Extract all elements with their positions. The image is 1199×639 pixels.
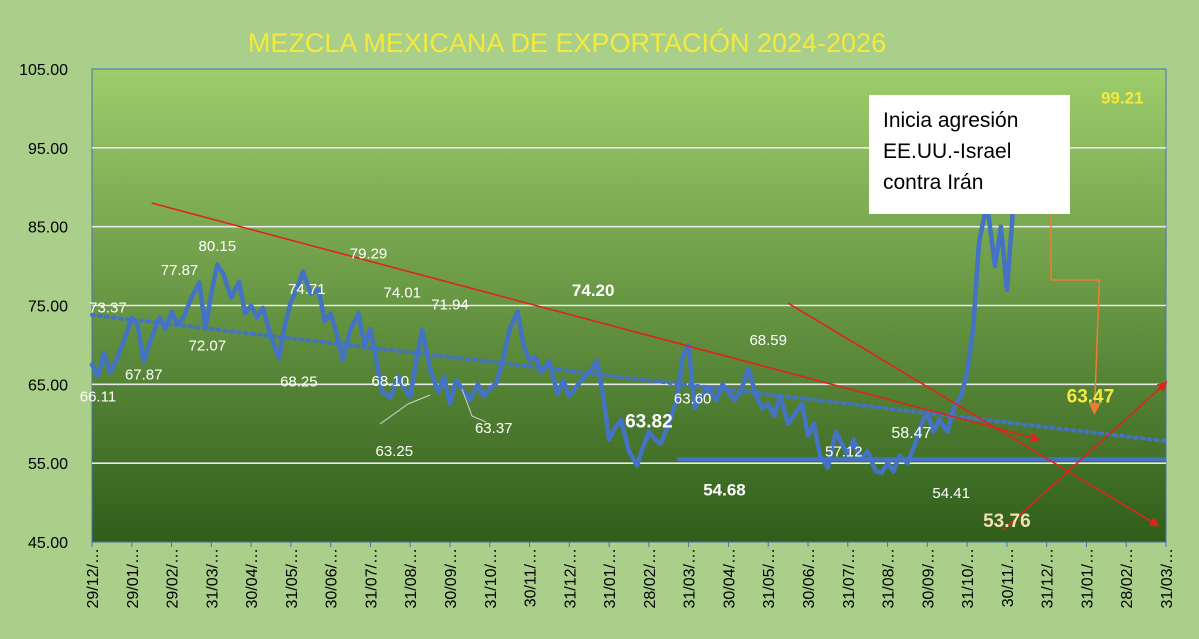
series-layer xyxy=(89,112,1168,475)
x-tick-label: 31/10/… xyxy=(483,548,500,608)
x-tick-label: 30/11/… xyxy=(523,548,540,607)
price-series-line xyxy=(89,112,1043,475)
x-tick-label: 30/04/… xyxy=(721,548,738,608)
x-tick-label: 28/02/… xyxy=(642,548,659,608)
data-label: 77.87 xyxy=(161,262,199,279)
data-label: 99.21 xyxy=(1101,89,1144,108)
y-tick-label: 65.00 xyxy=(28,377,68,394)
data-label: 66.11 xyxy=(80,389,116,406)
x-tick-label: 30/06/… xyxy=(801,548,818,608)
chart-title: MEZCLA MEXICANA DE EXPORTACIÓN 2024-2026 xyxy=(248,27,886,58)
x-tick-label: 31/05/… xyxy=(284,548,301,608)
data-label: 63.37 xyxy=(475,420,513,437)
x-tick-label: 29/01/… xyxy=(125,548,142,608)
x-tick-label: 30/04/… xyxy=(244,548,261,608)
x-tick-label: 31/08/… xyxy=(403,548,420,608)
x-tick-label: 31/08/… xyxy=(881,548,898,608)
data-label: 57.12 xyxy=(825,443,863,460)
data-label: 71.94 xyxy=(431,297,469,314)
data-label: 68.10 xyxy=(372,373,410,390)
red-trend-arrow xyxy=(151,202,1041,443)
x-tick-label: 31/05/… xyxy=(761,548,778,608)
y-tick-label: 75.00 xyxy=(28,299,68,316)
data-label: 68.59 xyxy=(749,332,787,349)
x-tick-label: 31/01/… xyxy=(1079,548,1096,608)
x-tick-label: 29/02/… xyxy=(165,548,182,608)
x-tick-label: 31/07/… xyxy=(841,548,858,608)
annotation-box: Inicia agresión EE.UU.-Israel contra Irá… xyxy=(869,95,1070,214)
y-tick-label: 85.00 xyxy=(28,220,68,237)
red-trend-arrow xyxy=(787,302,1160,527)
x-tick-label: 31/03/… xyxy=(682,548,699,608)
data-label: 74.01 xyxy=(383,284,421,301)
x-tick-label: 30/09/… xyxy=(443,548,460,608)
data-label: 74.20 xyxy=(572,281,615,300)
annotation-line-1: Inicia agresión xyxy=(883,109,1019,132)
x-tick-label: 31/03/… xyxy=(1159,548,1176,608)
annotation-arrow xyxy=(1050,165,1101,415)
label-leader-line xyxy=(379,394,431,425)
x-tick-label: 28/02/… xyxy=(1119,548,1136,608)
data-label: 53.76 xyxy=(983,511,1031,532)
trend-arrows xyxy=(151,165,1168,531)
data-label: 67.87 xyxy=(125,367,163,384)
x-tick-label: 31/12/… xyxy=(1040,548,1057,608)
y-tick-label: 45.00 xyxy=(28,535,68,552)
x-tick-label: 30/11/… xyxy=(1000,548,1017,607)
x-tick-label: 30/09/… xyxy=(920,548,937,608)
data-label: 63.60 xyxy=(674,390,712,407)
data-label: 58.47 xyxy=(891,425,931,442)
data-label: 72.07 xyxy=(189,338,227,355)
y-tick-label: 55.00 xyxy=(28,456,68,473)
annotation-line-3: contra Irán xyxy=(883,171,984,194)
x-tick-label: 31/07/… xyxy=(363,548,380,608)
x-tick-label: 31/01/… xyxy=(602,548,619,608)
x-tick-label: 31/03/… xyxy=(204,548,221,608)
y-axis: 45.00 55.00 65.00 75.00 85.00 95.00 105.00 xyxy=(19,62,68,552)
data-label: 54.41 xyxy=(932,485,970,502)
red-trend-arrow xyxy=(1002,381,1168,531)
data-label: 74.71 xyxy=(288,281,326,298)
y-tick-label: 105.00 xyxy=(19,62,68,79)
data-label: 73.37 xyxy=(89,299,127,316)
x-tick-label: 29/12/… xyxy=(85,548,102,608)
x-axis: 29/12/… 29/01/… 29/02/… 31/03/… 30/04/… 31/05… xyxy=(85,542,1176,608)
data-label: 63.25 xyxy=(376,443,414,460)
data-label: 80.15 xyxy=(199,238,237,255)
data-label: 79.29 xyxy=(350,246,388,263)
annotation-line-2: EE.UU.-Israel xyxy=(883,140,1012,163)
data-label: 68.25 xyxy=(280,374,318,391)
x-tick-label: 31/10/… xyxy=(960,548,977,608)
data-label: 54.68 xyxy=(703,481,746,500)
data-label: 63.47 xyxy=(1067,386,1115,407)
x-tick-label: 30/06/… xyxy=(324,548,341,608)
x-tick-label: 31/12/… xyxy=(562,548,579,608)
data-label: 63.82 xyxy=(625,412,673,433)
y-tick-label: 95.00 xyxy=(28,141,68,158)
label-leader-line xyxy=(461,388,487,423)
